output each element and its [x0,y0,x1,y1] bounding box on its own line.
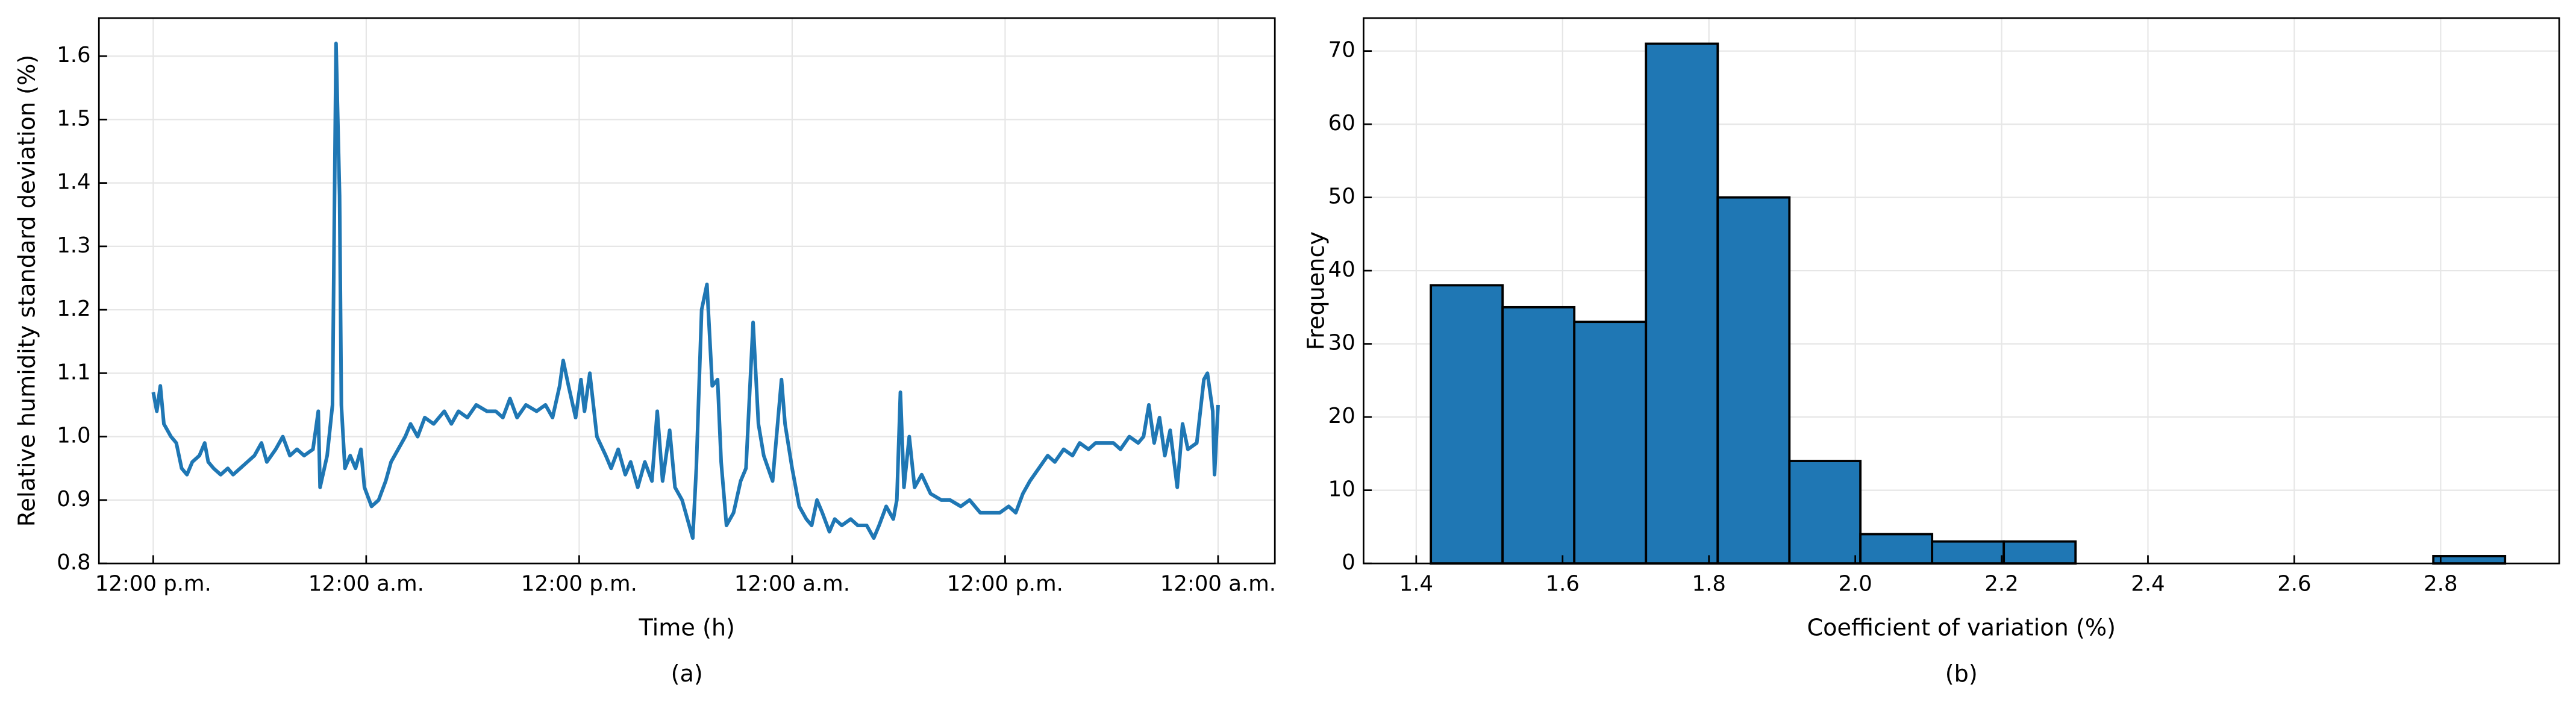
y-tick-label: 1.6 [57,43,90,67]
y-tick-label: 70 [1328,38,1355,63]
bar [1931,540,2005,565]
caption: (a) [671,660,703,687]
y-tick-label: 1.0 [57,424,90,448]
x-tick-label: 2.8 [2424,572,2457,597]
panel: 1.4 1.6 1.8 2.0 2.2 2.4 2.6 2.8 0 10 20 30 40 50 60 70 C… [1303,17,2560,687]
x-tick-label: 1.8 [1692,572,1726,597]
panel: 12:00 p.m. 12:00 a.m. 12:00 p.m. 12:00 a.m.… [13,17,1276,687]
data-line [151,42,1220,540]
x-tick-label: 12:00 a.m. [308,572,424,597]
axes-frame [98,17,1276,565]
y-tick-label: 20 [1328,404,1355,428]
y-tick-label: 0.9 [57,487,90,512]
x-tick-label: 12:00 p.m. [95,572,211,597]
x-tick-label: 12:00 p.m. [947,572,1063,597]
x-tick-label: 2.0 [1838,572,1872,597]
bar [1501,305,1576,565]
x-tick-label: 12:00 p.m. [521,572,637,597]
x-axis-label: Coefficient of variation (%) [1807,615,2116,641]
x-tick-label: 12:00 a.m. [1160,572,1276,597]
y-tick-label: 50 [1328,184,1355,209]
y-tick-label: 1.4 [57,170,90,195]
axes-frame [1363,17,2560,565]
x-axis-label: Time (h) [638,615,734,641]
bar [1645,42,1719,565]
y-axis-label: Frequency [1303,231,1330,350]
y-tick-label: 30 [1328,331,1355,356]
bar [2002,540,2077,565]
y-tick-label: 10 [1328,477,1355,502]
y-tick-label: 60 [1328,111,1355,136]
y-tick-label: 1.5 [57,106,90,131]
caption: (b) [1945,660,1978,687]
y-tick-label: 0.8 [57,550,90,575]
bar [1716,196,1791,565]
x-tick-label: 2.4 [2131,572,2165,597]
y-tick-label: 40 [1328,257,1355,282]
x-tick-label: 2.6 [2277,572,2311,597]
x-tick-label: 1.6 [1546,572,1580,597]
bar [1430,284,1504,565]
y-tick-label: 1.1 [57,360,90,384]
x-tick-label: 12:00 a.m. [734,572,850,597]
bar [1859,533,1934,565]
y-tick-label: 0 [1342,550,1355,575]
x-tick-label: 2.2 [1984,572,2018,597]
y-tick-label: 1.2 [57,296,90,321]
y-axis-label: Relative humidity standard deviation (%) [13,55,40,527]
bar [2432,555,2507,565]
bar [1573,321,1648,565]
y-tick-label: 1.3 [57,233,90,258]
bar [1788,460,1862,565]
x-tick-label: 1.4 [1399,572,1433,597]
